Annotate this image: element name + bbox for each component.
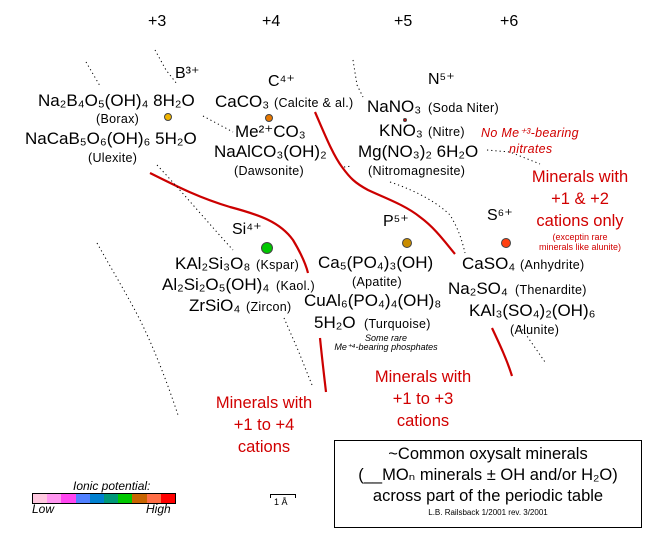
sulfur-ionic-potential-dot: [501, 238, 511, 248]
color-swatch: [33, 494, 48, 503]
kspar-formula: KAl₂Si₃O₈: [175, 254, 251, 273]
color-swatch: [118, 494, 133, 503]
title-box: ~Common oxysalt minerals (__MOₙ minerals…: [334, 440, 642, 528]
dawsonite-name: (Dawsonite): [234, 164, 304, 178]
kspar-name: (Kspar): [256, 258, 300, 272]
color-swatch: [132, 494, 147, 503]
region-label-line: cations: [237, 438, 291, 456]
turquoise-hydrate: 5H₂O: [314, 313, 356, 332]
apatite-name: (Apatite): [352, 275, 402, 289]
turquoise-formula: CuAl₆(PO₄)₄(OH)₈: [304, 291, 442, 310]
turquoise-name: (Turquoise): [364, 317, 431, 331]
anhydrite-name: (Anhydrite): [520, 258, 585, 272]
silicon-ionic-potential-dot: [261, 242, 273, 254]
region-label-line: Minerals with: [531, 168, 629, 186]
nitrate-note-line1: No Me⁺³-bearing: [481, 126, 579, 140]
element-silicon: Si⁴⁺: [232, 221, 262, 238]
nitrate-note-line2: nitrates: [509, 142, 553, 156]
oxidation-state-plus4: +4: [262, 13, 281, 30]
boron-ionic-potential-dot: [164, 113, 172, 121]
region-note-line: (exceptin rare: [552, 232, 608, 242]
element-phosphorus: P⁵⁺: [383, 213, 409, 230]
phosphorus-ionic-potential-dot: [402, 238, 412, 248]
borax-name: (Borax): [96, 112, 140, 126]
legend-low: Low: [32, 502, 55, 516]
borax-formula: Na₂B₄O₅(OH)₄ 8H₂O: [38, 91, 195, 110]
ionic-potential-color-bar: [32, 493, 176, 504]
thenardite-name: (Thenardite): [515, 283, 587, 297]
calcite-name: (Calcite & al.): [274, 96, 354, 110]
element-carbon: C⁴⁺: [268, 73, 295, 90]
region-plus1-plus3-label: Minerals with +1 to +3 cations: [353, 366, 493, 432]
thenardite-formula: Na₂SO₄: [448, 279, 508, 298]
dawsonite-formula: NaAlCO₃(OH)₂: [214, 142, 327, 161]
credit: L.B. Railsback 1/2001 rev. 3/2001: [428, 508, 548, 517]
apatite-formula: Ca₅(PO₄)₃(OH): [318, 253, 434, 272]
region-note-line: minerals like alunite): [538, 242, 622, 252]
color-swatch: [47, 494, 62, 503]
anhydrite-formula: CaSO₄: [462, 254, 516, 273]
phosphate-note-line1: Some rare: [364, 333, 408, 343]
region-label-line: cations only: [536, 212, 624, 230]
carbon-ionic-potential-dot: [265, 114, 273, 122]
region-plus1-plus4-label: Minerals with +1 to +4 cations: [194, 392, 334, 458]
soda-niter-name: (Soda Niter): [428, 101, 499, 115]
color-swatch: [104, 494, 119, 503]
alunite-name: (Alunite): [510, 323, 560, 337]
ulexite-formula: NaCaB₅O₆(OH)₆ 5H₂O: [25, 129, 197, 148]
nitrogen-ionic-potential-dot: [403, 118, 407, 122]
calcite-formula: CaCO₃: [215, 92, 270, 111]
nitre-name: (Nitre): [428, 125, 465, 139]
color-swatch: [160, 494, 176, 503]
nitromagnesite-name: (Nitromagnesite): [368, 164, 466, 178]
scale-bar-label: 1 Å: [274, 497, 288, 507]
oxidation-state-plus3: +3: [148, 13, 167, 30]
element-boron: B³⁺: [175, 65, 200, 82]
red-boundary-carbonate-phosphate: [313, 111, 456, 255]
element-sulfur: S⁶⁺: [487, 207, 513, 224]
element-nitrogen: N⁵⁺: [428, 71, 455, 88]
nitromagnesite-formula: Mg(NO₃)₂ 6H₂O: [358, 142, 479, 161]
phosphate-note-line2: Me⁺⁴-bearing phosphates: [334, 342, 438, 352]
oxidation-state-plus6: +6: [500, 13, 519, 30]
region-label-line: +1 to +3: [392, 390, 454, 408]
red-boundary-sulfate-lower: [491, 327, 514, 377]
nitre-formula: KNO₃: [379, 121, 423, 140]
alunite-formula: KAl₃(SO₄)₂(OH)₆: [469, 301, 596, 320]
color-swatch: [89, 494, 105, 503]
title-line3: across part of the periodic table: [372, 487, 604, 505]
color-swatch: [75, 494, 90, 503]
region-label-line: +1 & +2: [551, 190, 609, 208]
red-boundary-silicate: [149, 172, 310, 274]
zircon-name: (Zircon): [246, 300, 292, 314]
kaolinite-name: (Kaol.): [276, 279, 315, 293]
region-label-line: cations: [396, 412, 450, 430]
red-boundary-phosphate-lower: [318, 337, 328, 393]
title-line1: ~Common oxysalt minerals: [388, 445, 588, 463]
color-swatch: [61, 494, 76, 503]
color-swatch: [146, 494, 161, 503]
legend-high: High: [146, 502, 171, 516]
legend-label: Ionic potential:: [73, 479, 151, 493]
kaolinite-formula: Al₂Si₂O₅(OH)₄: [162, 275, 270, 294]
ulexite-name: (Ulexite): [88, 151, 138, 165]
title-line2: (__MOₙ minerals ± OH and/or H₂O): [358, 466, 618, 484]
soda-niter-formula: NaNO₃: [367, 97, 422, 116]
scale-bar: [270, 494, 296, 498]
region-label-line: +1 to +4: [233, 416, 295, 434]
phosphate-note: Some rare Me⁺⁴-bearing phosphates: [330, 334, 442, 352]
region-label-line: Minerals with: [215, 394, 313, 412]
region-label-line: Minerals with: [374, 368, 472, 386]
zircon-formula: ZrSiO₄: [189, 296, 241, 315]
me2-carbonate-formula: Me²⁺CO₃: [235, 122, 306, 141]
region-plus1-plus2-label: Minerals with +1 & +2 cations only (exce…: [510, 166, 650, 252]
oxidation-state-plus5: +5: [394, 13, 413, 30]
